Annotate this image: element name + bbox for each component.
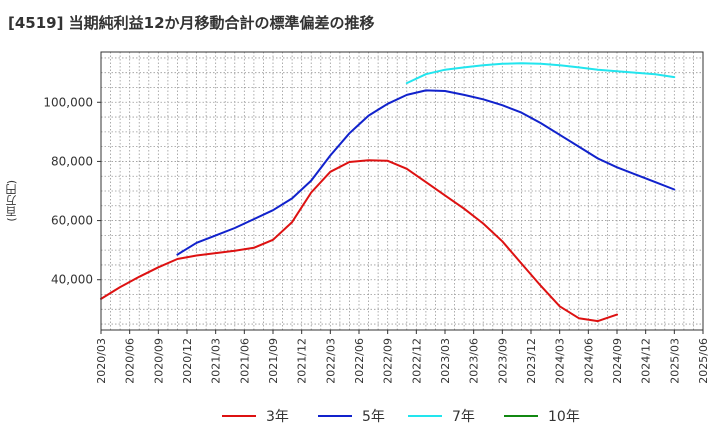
legend-label: 5年	[362, 409, 385, 425]
legend-swatch	[318, 415, 352, 417]
x-tick-label: 2022/06	[353, 338, 366, 384]
x-tick-label: 2022/09	[382, 338, 395, 384]
y-tick-label: 80,000	[51, 154, 93, 168]
x-tick-label: 2021/09	[267, 338, 280, 384]
legend-item-2: 5年	[318, 404, 385, 428]
y-tick-label: 40,000	[51, 273, 93, 287]
x-tick-label: 2025/06	[697, 338, 710, 384]
chart-title: [4519] 当期純利益12か月移動合計の標準偏差の推移	[8, 14, 375, 32]
x-tick-label: 2021/12	[296, 338, 309, 384]
legend-item-1: 3年	[222, 404, 289, 428]
x-tick-label: 2023/09	[496, 338, 509, 384]
x-tick-label: 2021/03	[210, 338, 223, 384]
grid-lines	[101, 52, 703, 330]
x-tick-labels: 2020/03 2020/06 2020/09 2020/12 2021/03 2021/…	[95, 330, 710, 384]
x-tick-label: 2024/12	[640, 338, 653, 384]
x-tick-label: 2020/09	[152, 338, 165, 384]
x-tick-label: 2023/03	[439, 338, 452, 384]
y-tick-label: 60,000	[51, 214, 93, 228]
legend-label: 7年	[452, 409, 475, 425]
x-tick-label: 2023/06	[468, 338, 481, 384]
x-tick-label: 2022/03	[324, 338, 337, 384]
x-tick-label: 2021/06	[238, 338, 251, 384]
y-tick-labels: 40,000 60,000 80,000 100,000	[43, 95, 101, 287]
x-tick-label: 2020/12	[181, 338, 194, 384]
x-tick-label: 2023/12	[525, 338, 538, 384]
x-tick-label: 2025/03	[668, 338, 681, 384]
plot-frame	[100, 51, 704, 331]
legend-swatch	[222, 415, 256, 417]
x-tick-label: 2020/06	[124, 338, 137, 384]
legend-label: 3年	[266, 409, 289, 425]
series-line-2	[176, 89, 676, 256]
series-line-3	[405, 62, 676, 85]
series-lines	[100, 62, 676, 323]
x-tick-label: 2020/03	[95, 338, 108, 384]
legend-label: 10年	[548, 409, 580, 425]
legend-item-4: 10年	[504, 404, 580, 428]
y-tick-label: 100,000	[43, 95, 93, 109]
plot-border	[100, 51, 704, 331]
legend-swatch	[504, 415, 538, 417]
x-tick-label: 2024/09	[611, 338, 624, 384]
legend-item-3: 7年	[408, 404, 475, 428]
series-line-1	[100, 159, 618, 323]
x-tick-label: 2024/06	[582, 338, 595, 384]
x-tick-label: 2024/03	[554, 338, 567, 384]
x-tick-label: 2022/12	[410, 338, 423, 384]
legend-swatch	[408, 415, 442, 417]
legend: 3年 5年 7年 10年	[0, 404, 720, 428]
